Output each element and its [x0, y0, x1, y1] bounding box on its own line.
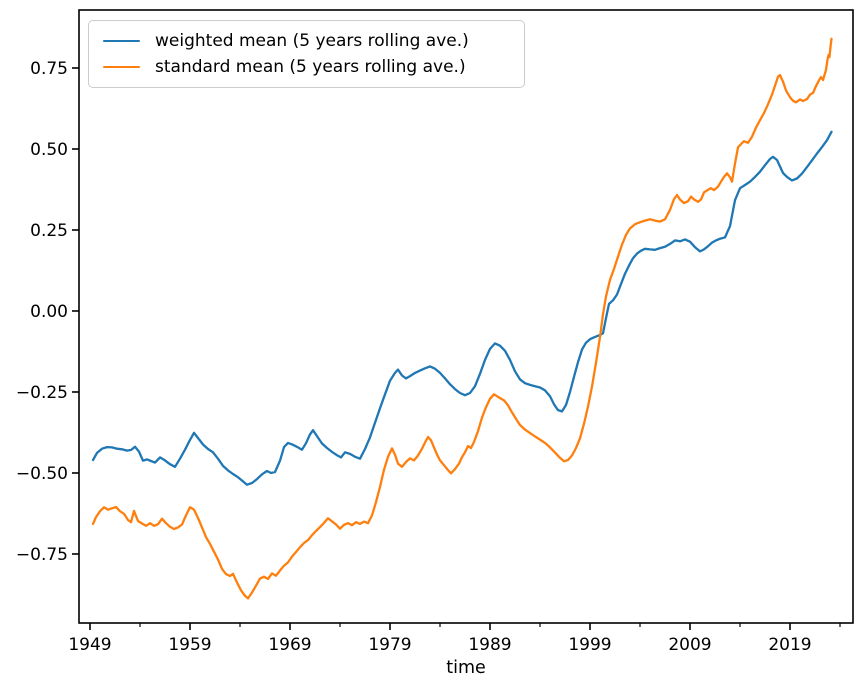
legend-label-weighted-mean: weighted mean (5 years rolling ave.): [155, 31, 469, 51]
series-line-standard-mean: [91, 37, 833, 600]
legend-entry-weighted-mean: weighted mean (5 years rolling ave.): [103, 28, 514, 54]
x-tick-label: 1979: [368, 635, 411, 655]
x-tick-label: 1969: [268, 635, 311, 655]
legend-entry-standard-mean: standard mean (5 years rolling ave.): [103, 54, 514, 80]
x-tick-label: 1949: [68, 635, 111, 655]
y-tick-label: 0.25: [30, 221, 68, 241]
y-tick-label: −0.25: [16, 383, 68, 403]
legend-swatch-weighted-mean-icon: [103, 39, 140, 43]
x-tick-label: 1989: [468, 635, 511, 655]
y-tick-label: −0.75: [16, 545, 68, 565]
x-axis-label: time: [446, 658, 486, 678]
y-tick-label: 0.50: [30, 140, 68, 160]
x-tick-label: 2009: [668, 635, 711, 655]
x-tick-label: 1959: [168, 635, 211, 655]
legend-label-standard-mean: standard mean (5 years rolling ave.): [155, 57, 466, 77]
y-tick-label: 0.75: [30, 59, 68, 79]
series-line-weighted-mean: [91, 130, 833, 486]
legend-swatch-standard-mean-icon: [103, 65, 140, 69]
legend: weighted mean (5 years rolling ave.) sta…: [88, 20, 525, 88]
x-tick-label: 2019: [768, 635, 811, 655]
x-tick-label: 1999: [568, 635, 611, 655]
plot-area-border: [78, 9, 854, 624]
y-tick-label: −0.50: [16, 464, 68, 484]
y-tick-label: 0.00: [30, 302, 68, 322]
